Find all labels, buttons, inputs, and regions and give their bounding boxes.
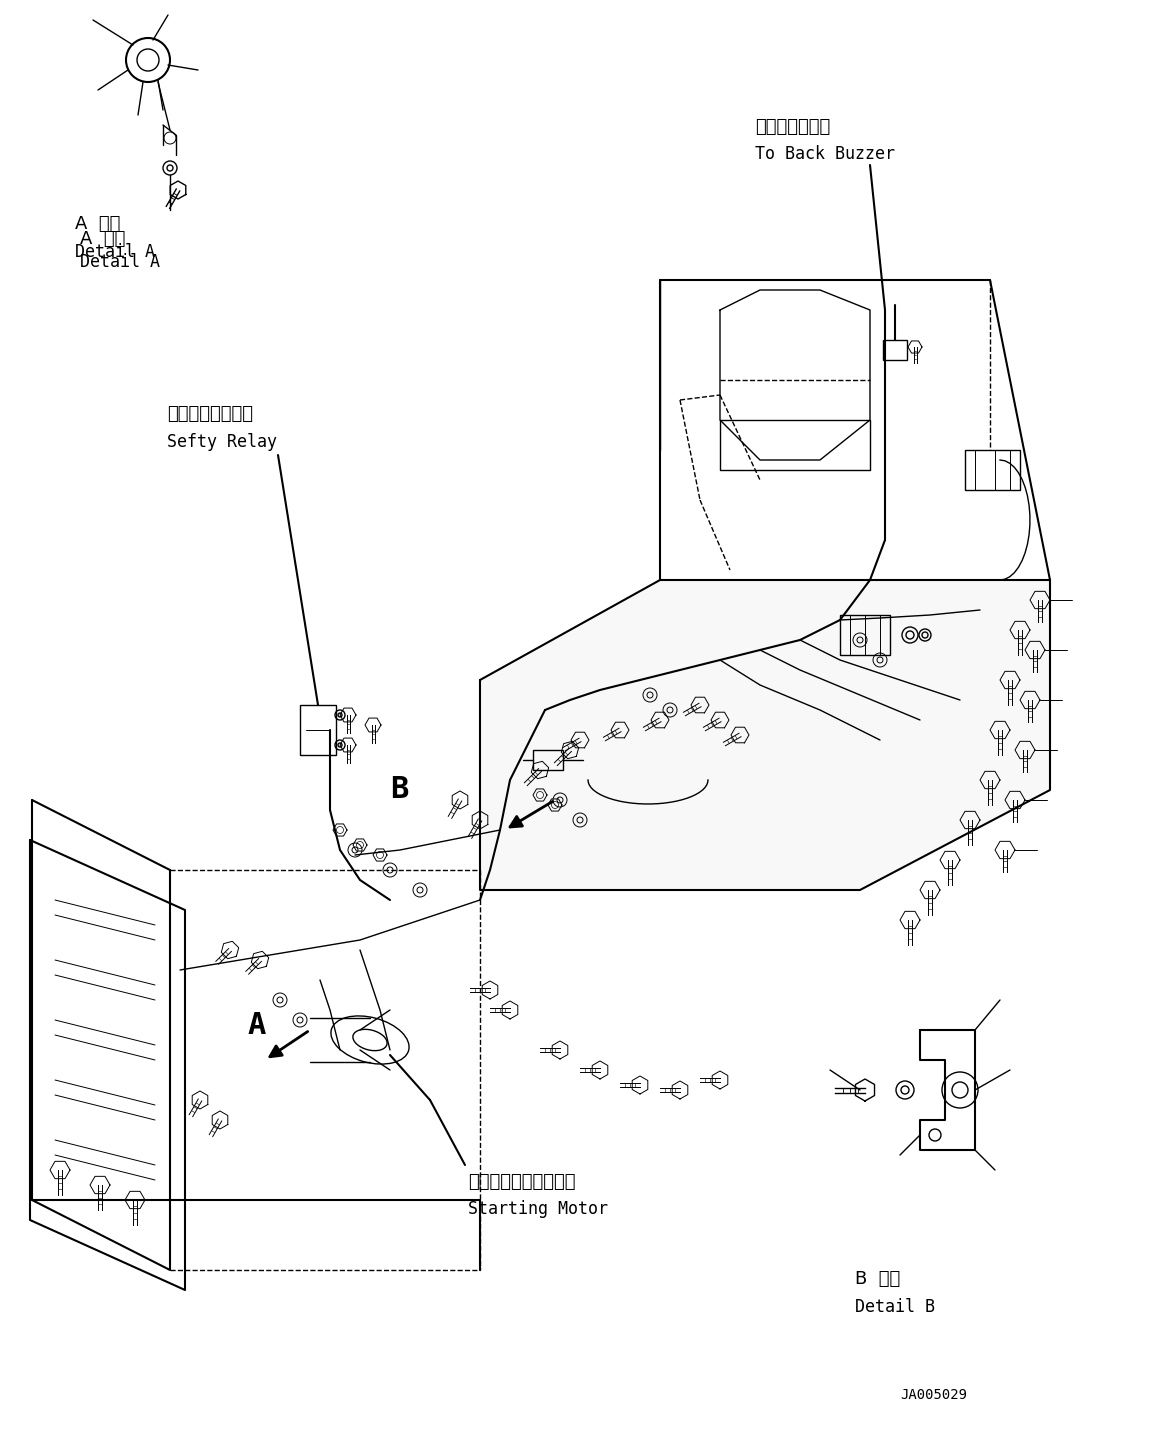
Text: B: B — [390, 775, 408, 805]
Text: JA005029: JA005029 — [900, 1388, 966, 1403]
Text: バックブザーへ: バックブザーへ — [755, 118, 830, 136]
Text: Sefty Relay: Sefty Relay — [167, 433, 277, 452]
Text: Detail A: Detail A — [74, 242, 155, 261]
Text: A: A — [248, 1010, 266, 1039]
Text: B  詳細: B 詳細 — [855, 1270, 900, 1289]
Text: A  詳細: A 詳細 — [80, 229, 126, 248]
Bar — [300, 706, 336, 755]
Bar — [965, 450, 1020, 491]
Text: セーフティリレー: セーフティリレー — [167, 405, 254, 423]
Polygon shape — [480, 580, 1050, 890]
Text: Starting Motor: Starting Motor — [468, 1201, 608, 1218]
Text: Detail A: Detail A — [80, 253, 160, 271]
Text: To Back Buzzer: To Back Buzzer — [755, 144, 896, 163]
Text: スターティングモータ: スターティングモータ — [468, 1173, 576, 1190]
Bar — [883, 341, 907, 359]
Bar — [840, 615, 890, 655]
Text: A  詳細: A 詳細 — [74, 215, 121, 232]
Bar — [533, 750, 563, 771]
Text: Detail B: Detail B — [855, 1299, 935, 1316]
